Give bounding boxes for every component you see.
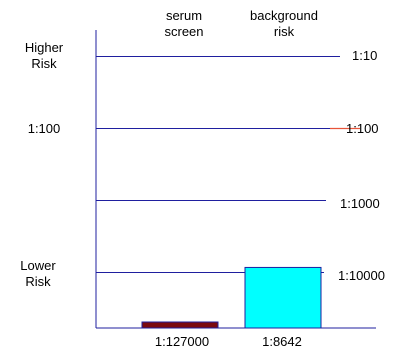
line-label-1-10000: 1:10000 [338, 268, 385, 283]
line-label-1-10: 1:10 [352, 48, 378, 63]
line-label-1-100: 1:100 [346, 121, 379, 136]
y-label-lower-risk: Lower Risk [10, 258, 66, 290]
y-label-line1: Lower [20, 258, 56, 273]
series-label-serum-screen: serum screen [148, 8, 220, 40]
y-label-higher-risk: Higher Risk [14, 40, 74, 72]
reference-lines [96, 56, 360, 273]
bar-value-serum-screen: 1:127000 [154, 334, 210, 349]
series-name-line1: serum [165, 8, 203, 23]
bar [141, 321, 219, 329]
y-label-line1: 1:100 [27, 121, 61, 136]
series-name-line2: risk [273, 24, 295, 39]
series-label-background-risk: background risk [236, 8, 332, 40]
line-label-1-1000: 1:1000 [340, 196, 380, 211]
series-name-line2: screen [164, 24, 204, 39]
y-label-1-100: 1:100 [14, 121, 74, 137]
bar [244, 266, 322, 329]
y-label-line2: Risk [25, 274, 51, 289]
bars [141, 266, 322, 329]
series-name-line1: background [250, 8, 318, 23]
y-label-line1: Higher [24, 40, 64, 55]
bar-value-background-risk: 1:8642 [262, 334, 302, 349]
y-label-line2: Risk [31, 56, 57, 71]
